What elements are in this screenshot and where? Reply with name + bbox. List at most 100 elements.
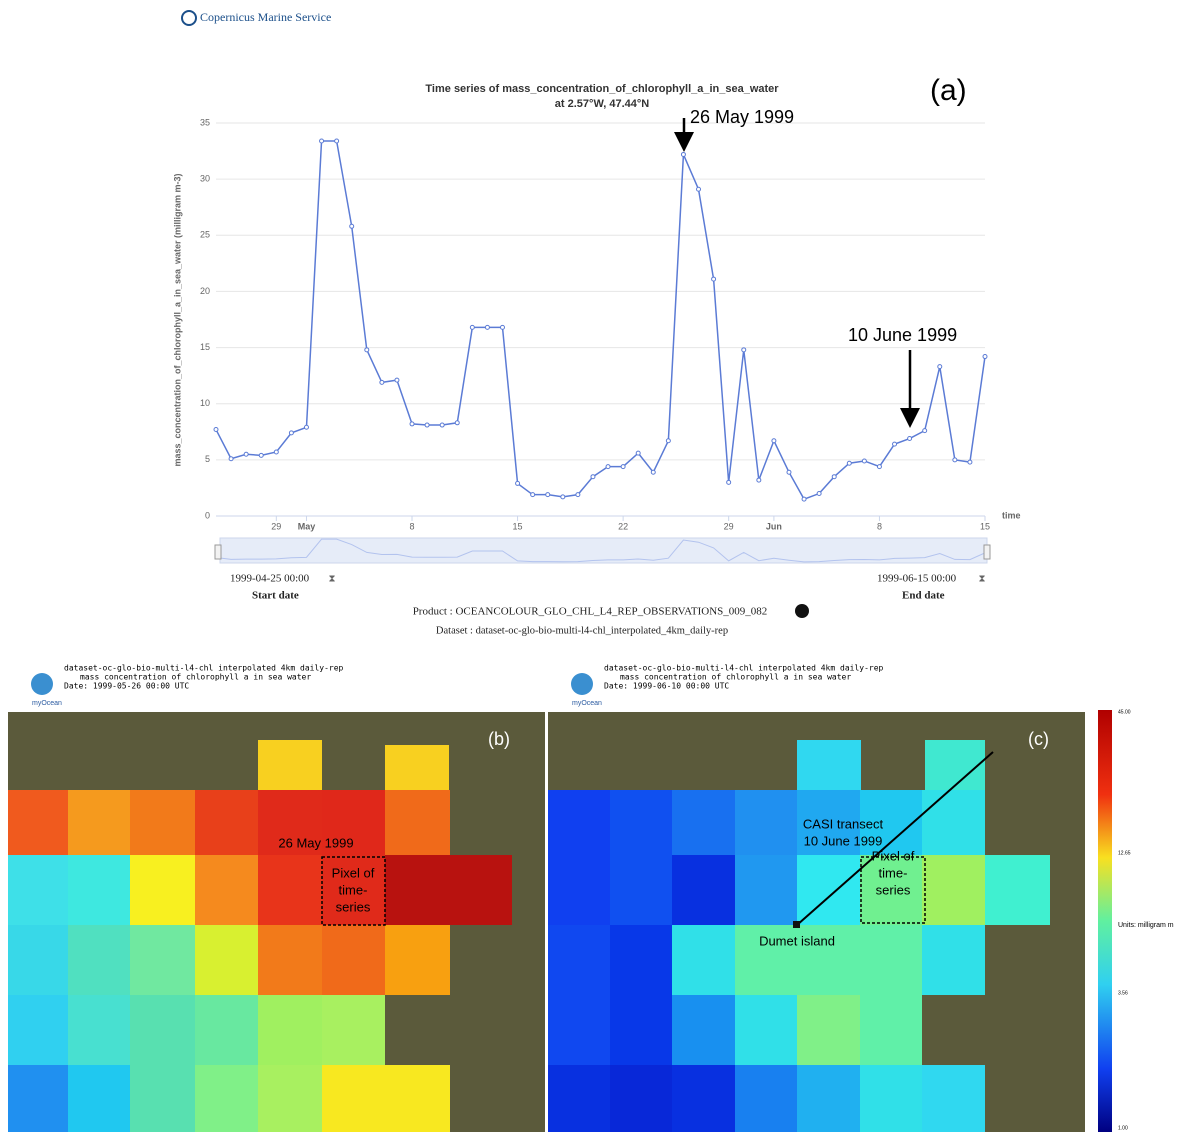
- panel-label: (a): [930, 74, 967, 107]
- point: [259, 453, 263, 457]
- map-pixel: [195, 855, 258, 925]
- point: [395, 378, 399, 382]
- point: [772, 439, 776, 443]
- y-tick-label: 5: [205, 454, 210, 464]
- point: [244, 452, 248, 456]
- map-pixel: [922, 925, 985, 995]
- navigator-handle[interactable]: [984, 545, 990, 559]
- map-pixel: [548, 925, 610, 995]
- map-pixel: [258, 925, 322, 995]
- map-annotation: Pixel of: [872, 848, 915, 863]
- map-pixel: [450, 1065, 512, 1132]
- map-pixel: [130, 855, 195, 925]
- x-tick-label: 29: [271, 521, 281, 531]
- map-pixel: [548, 855, 610, 925]
- map-header: Date: 1999-05-26 00:00 UTC: [64, 682, 189, 691]
- map-annotation: Pixel of: [332, 865, 375, 880]
- colorbar: [1098, 710, 1112, 1132]
- annotation: 10 June 1999: [848, 325, 957, 345]
- colorbar-label: 12.65: [1118, 850, 1131, 856]
- map-annotation: series: [876, 882, 911, 897]
- point: [576, 493, 580, 497]
- map-pixel: [985, 1065, 1050, 1132]
- map-pixel: [860, 925, 922, 995]
- x-tick-label: 8: [877, 521, 882, 531]
- point: [893, 442, 897, 446]
- point: [365, 348, 369, 352]
- map-pixel: [68, 790, 130, 855]
- map-pixel: [985, 790, 1050, 855]
- x-tick-label: 29: [724, 521, 734, 531]
- map-pixel: [672, 995, 735, 1065]
- date-control[interactable]: 1999-06-15 00:00: [877, 573, 957, 585]
- map-pixel: [735, 995, 797, 1065]
- y-tick-label: 30: [200, 174, 210, 184]
- map-pixel: [258, 855, 322, 925]
- point: [440, 423, 444, 427]
- point: [304, 425, 308, 429]
- map-pixel: [985, 855, 1050, 925]
- island: [793, 921, 800, 928]
- map-pixel: [610, 925, 672, 995]
- point: [757, 478, 761, 482]
- point: [802, 497, 806, 501]
- panel-label: (b): [488, 729, 510, 749]
- point: [470, 325, 474, 329]
- x-axis-label: time: [1002, 510, 1021, 520]
- map-pixel: [450, 925, 512, 995]
- chart: Time series of mass_concentration_of_chl…: [172, 74, 1020, 636]
- map-pixel: [860, 1065, 922, 1132]
- info-icon[interactable]: [795, 604, 809, 618]
- map-pixel: [548, 995, 610, 1065]
- y-tick-label: 10: [200, 398, 210, 408]
- map-pixel: [922, 855, 985, 925]
- colorbar-label: Units: milligram m: [1118, 922, 1174, 929]
- map-annotation: time-: [879, 865, 908, 880]
- map-pixel: [797, 1065, 860, 1132]
- map-annotation: time-: [339, 882, 368, 897]
- map-pixel: [130, 790, 195, 855]
- point: [621, 465, 625, 469]
- brand[interactable]: Copernicus Marine Service: [200, 10, 331, 24]
- map-pixel: [385, 1065, 450, 1132]
- map-pixel: [68, 855, 130, 925]
- map-header: Date: 1999-06-10 00:00 UTC: [604, 682, 729, 691]
- map-pixel: [450, 790, 512, 855]
- point: [712, 277, 716, 281]
- map-pixel: [672, 925, 735, 995]
- map-annotation: 26 May 1999: [278, 835, 353, 850]
- point: [681, 152, 685, 156]
- map-pixel: [258, 740, 322, 790]
- point: [380, 380, 384, 384]
- map-header: mass concentration of chlorophyll a in s…: [620, 673, 851, 682]
- map-pixel: [385, 995, 450, 1065]
- point: [335, 139, 339, 143]
- navigator-handle[interactable]: [215, 545, 221, 559]
- point: [651, 470, 655, 474]
- point: [727, 480, 731, 484]
- map-pixel: [322, 1065, 385, 1132]
- point: [410, 422, 414, 426]
- map-pixel: [258, 1065, 322, 1132]
- date-control[interactable]: 1999-04-25 00:00: [230, 573, 310, 585]
- point: [606, 465, 610, 469]
- map-pixel: [985, 925, 1050, 995]
- map-pixel: [195, 925, 258, 995]
- map-pixel: [610, 790, 672, 855]
- colorbar-label: 3.56: [1118, 990, 1128, 996]
- map-pixel: [860, 995, 922, 1065]
- point: [953, 458, 957, 462]
- logo-text: myOcean: [572, 700, 602, 707]
- x-tick-label: May: [298, 521, 316, 531]
- dataset: Dataset : dataset-oc-glo-bio-multi-l4-ch…: [436, 625, 728, 636]
- screenshot: Copernicus Marine Service Time series of…: [0, 0, 1199, 1132]
- map-pixel: [195, 995, 258, 1065]
- point: [666, 439, 670, 443]
- map-pixel: [322, 925, 385, 995]
- map-pixel: [8, 925, 68, 995]
- map-annotation: series: [336, 899, 371, 914]
- map-pixel: [195, 790, 258, 855]
- point: [787, 470, 791, 474]
- map-pixel: [922, 995, 985, 1065]
- date-picker-icon: ⧗: [328, 574, 335, 585]
